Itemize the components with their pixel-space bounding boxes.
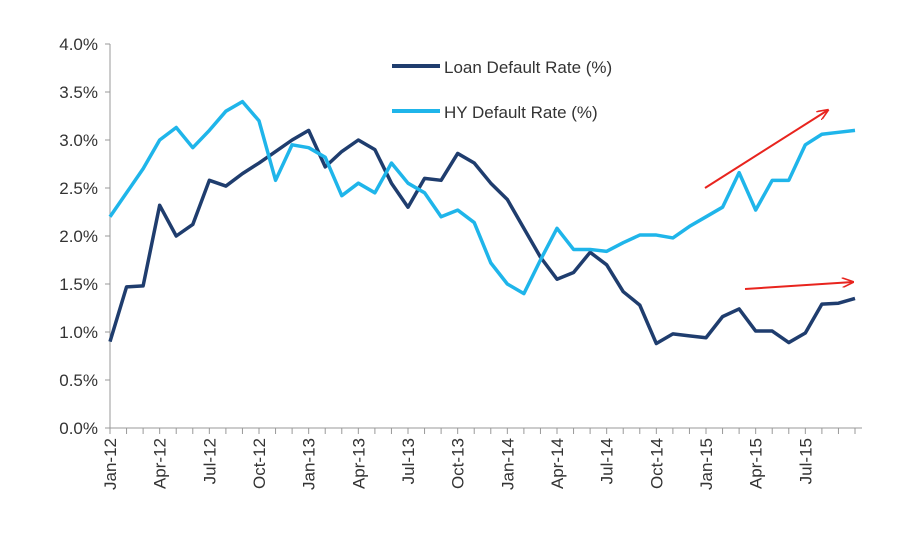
x-tick-label: Jul-14	[598, 438, 617, 484]
series-line	[108, 99, 856, 296]
x-tick-label: Oct-14	[647, 438, 666, 489]
annotation-arrow	[704, 110, 828, 189]
x-tick-label: Jul-12	[200, 438, 219, 484]
legend-label: Loan Default Rate (%)	[444, 58, 612, 77]
x-tick-label: Jan-12	[101, 438, 120, 490]
x-tick-label: Oct-13	[449, 438, 468, 489]
x-tick-label: Jul-15	[796, 438, 815, 484]
x-tick-label: Jan-15	[697, 438, 716, 490]
y-tick-label: 4.0%	[59, 35, 98, 54]
annotation-arrow	[744, 282, 853, 290]
x-tick-label: Apr-12	[151, 438, 170, 489]
series-line	[108, 128, 856, 346]
x-tick-label: Apr-14	[548, 438, 567, 489]
legend-label: HY Default Rate (%)	[444, 103, 598, 122]
y-tick-label: 0.5%	[59, 371, 98, 390]
x-tick-label: Jan-13	[300, 438, 319, 490]
x-tick-label: Jul-13	[399, 438, 418, 484]
y-tick-label: 1.0%	[59, 323, 98, 342]
x-tick-label: Apr-13	[349, 438, 368, 489]
y-tick-label: 2.5%	[59, 179, 98, 198]
x-tick-label: Apr-15	[747, 438, 766, 489]
y-tick-label: 3.5%	[59, 83, 98, 102]
x-tick-label: Jan-14	[498, 438, 517, 490]
x-tick-label: Oct-12	[250, 438, 269, 489]
y-tick-label: 1.5%	[59, 275, 98, 294]
y-tick-label: 2.0%	[59, 227, 98, 246]
y-tick-label: 3.0%	[59, 131, 98, 150]
y-tick-label: 0.0%	[59, 419, 98, 438]
